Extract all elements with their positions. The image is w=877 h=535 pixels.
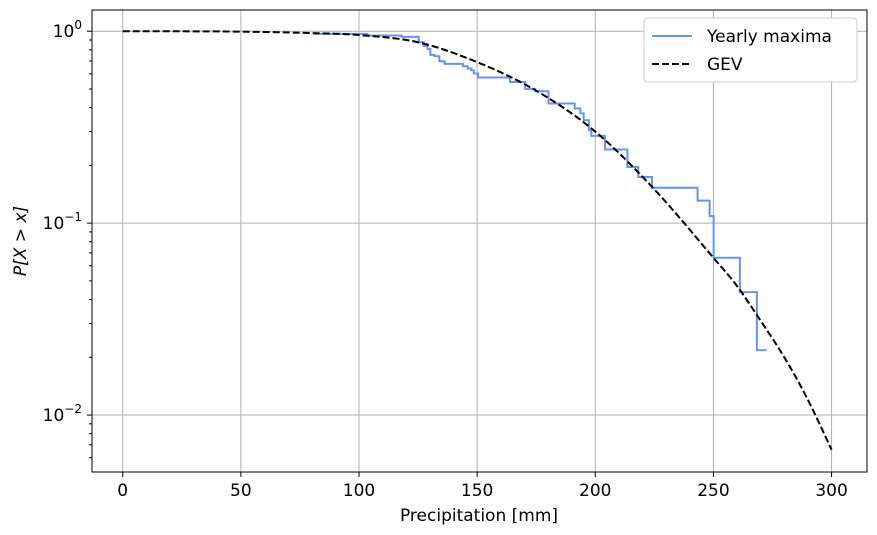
series-gev xyxy=(122,30,833,451)
x-tick-label: 250 xyxy=(697,481,729,501)
legend-box xyxy=(643,17,858,83)
legend-label-gev: GEV xyxy=(707,55,743,75)
x-tick-label: 100 xyxy=(343,481,375,501)
y-tick-label: 10−1 xyxy=(43,210,82,234)
y-tick-label: 100 xyxy=(53,18,82,42)
x-tick-label: 50 xyxy=(230,481,252,501)
plot-area xyxy=(122,30,833,451)
x-tick-label: 200 xyxy=(579,481,611,501)
x-tick-label: 150 xyxy=(461,481,493,501)
legend: Yearly maxima GEV xyxy=(643,17,858,83)
x-tick-label: 0 xyxy=(117,481,128,501)
y-tick-label: 10−2 xyxy=(43,402,82,426)
x-tick-label: 300 xyxy=(815,481,847,501)
series-yearly-maxima xyxy=(314,32,767,352)
y-axis-label: P[X > x] xyxy=(11,206,31,276)
x-axis-label: Precipitation [mm] xyxy=(400,506,558,526)
legend-label-yearly-maxima: Yearly maxima xyxy=(706,27,832,47)
axes-frame xyxy=(91,9,868,473)
ticks: 0 50 100 150 200 250 300 100 10−1 10−2 xyxy=(43,18,848,501)
